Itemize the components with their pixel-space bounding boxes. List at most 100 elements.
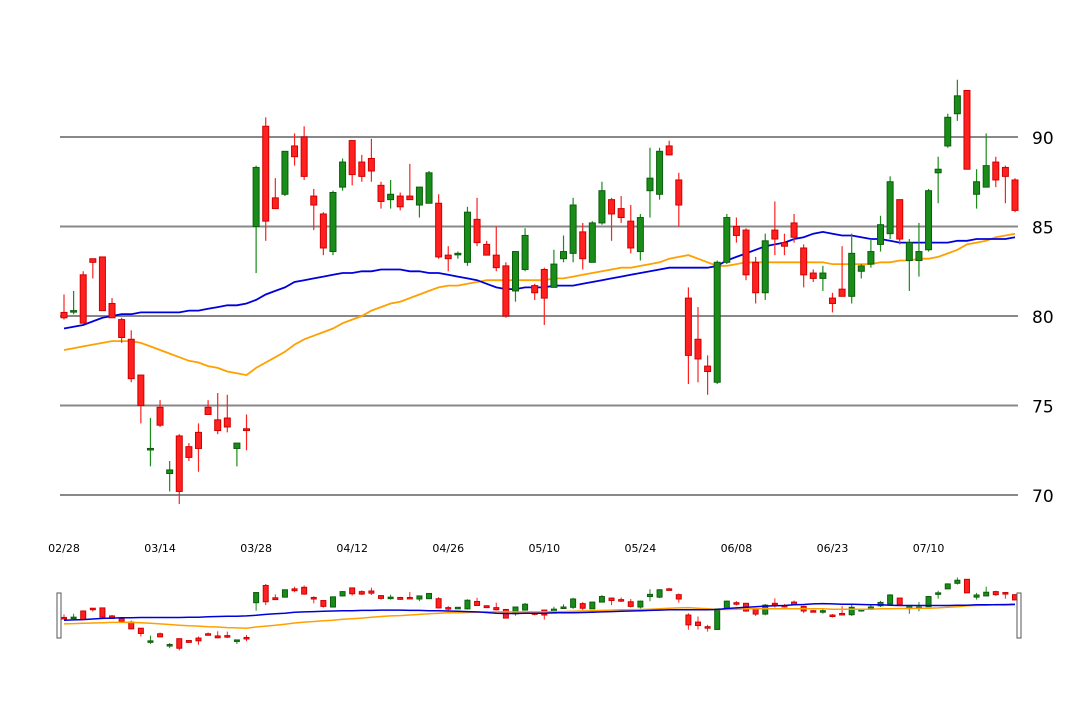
candle-body [925, 190, 933, 251]
nav-candle-body [416, 595, 423, 600]
candle-body [166, 469, 174, 475]
nav-candle-body [233, 639, 240, 642]
candle-body [963, 89, 971, 170]
candle-body [108, 302, 116, 319]
candle-body [982, 165, 990, 188]
candle-body [243, 428, 251, 432]
nav-candle-body [704, 626, 711, 629]
candle-body [521, 234, 529, 270]
nav-candle-body [157, 633, 164, 638]
nav-candle-body [570, 598, 577, 608]
nav-candle-body [714, 608, 721, 630]
candle-body [377, 184, 385, 202]
navigator-left-handle[interactable] [56, 592, 62, 639]
candle-body [387, 193, 395, 201]
candle-body [89, 258, 97, 263]
nav-candle-body [598, 596, 605, 603]
nav-candle-body [464, 599, 471, 610]
candle-body [271, 197, 279, 210]
candle-body [60, 311, 68, 319]
nav-candle-body [685, 614, 692, 626]
nav-candle-body [147, 640, 154, 643]
nav-candle-body [272, 597, 279, 601]
nav-candle-body [810, 610, 817, 613]
nav-candle-body [493, 607, 500, 611]
candle-body [425, 172, 433, 204]
nav-candle-body [474, 600, 481, 606]
candle-body [790, 222, 798, 238]
nav-candle-body [281, 589, 288, 598]
candles [60, 79, 1019, 504]
candle-body [752, 261, 760, 294]
y-tick-label: 80 [1032, 308, 1054, 328]
candle-body [339, 161, 347, 188]
nav-candle-body [195, 637, 202, 642]
candle-body [118, 319, 126, 338]
nav-candle-body [608, 597, 615, 602]
candle-body [704, 365, 712, 372]
candle-body [137, 374, 145, 407]
candle-body [819, 272, 827, 279]
candle-body [1001, 166, 1009, 177]
nav-candle-body [829, 614, 836, 617]
candle-body [300, 136, 308, 177]
candle-body [905, 242, 913, 262]
candle-body [214, 419, 222, 432]
candle-body [617, 208, 625, 219]
candle-body [204, 406, 212, 415]
candle-body [319, 213, 327, 249]
nav-candle-body [205, 633, 212, 636]
candle-body [540, 268, 548, 299]
nav-candle-body [176, 638, 183, 649]
candle-body [185, 446, 193, 458]
nav-candle-body [368, 590, 375, 594]
ma-short-line [63, 230, 1016, 330]
grid-lines [60, 136, 1018, 496]
candle-body [848, 252, 856, 297]
nav-candle-body [291, 588, 298, 592]
nav-candle-body [224, 635, 231, 638]
candle-body [511, 251, 519, 292]
ma-long-line [63, 232, 1016, 377]
candle-body [194, 431, 202, 449]
nav-candle-body [483, 605, 490, 609]
navigator-right-handle[interactable] [1016, 592, 1022, 639]
nav-ma-long-line [63, 603, 1016, 629]
candle-body [569, 204, 577, 254]
nav-candle-body [310, 596, 317, 600]
nav-candle-body [618, 599, 625, 602]
nav-candle-body [944, 583, 951, 590]
nav-candle-body [646, 593, 653, 598]
nav-candle-body [339, 591, 346, 597]
candle-body [463, 211, 471, 263]
x-tick-label: 04/26 [432, 542, 464, 555]
x-tick-label: 03/14 [144, 542, 176, 555]
nav-candle-body [262, 584, 269, 603]
candle-body [310, 195, 318, 206]
nav-candle-body [925, 596, 932, 608]
nav-candle-body [214, 635, 221, 639]
nav-candle-body [935, 592, 942, 595]
candle-body [358, 161, 366, 177]
x-tick-label: 07/10 [913, 542, 945, 555]
candle-body [252, 166, 260, 227]
candle-body [896, 199, 904, 240]
candle-body [598, 190, 606, 224]
nav-candle-body [983, 591, 990, 597]
nav-candle-body [637, 600, 644, 608]
nav-candle-body [358, 591, 365, 595]
candle-body [444, 254, 452, 260]
navigator-panel[interactable] [56, 577, 1022, 651]
nav-candle-body [522, 603, 529, 611]
y-tick-label: 90 [1032, 129, 1054, 149]
nav-candle-body [387, 596, 394, 600]
candle-body [329, 191, 337, 253]
candle-body [713, 261, 721, 383]
candle-body [550, 263, 558, 288]
nav-candle-body [887, 594, 894, 605]
candle-body [656, 150, 664, 195]
y-tick-label: 85 [1032, 219, 1054, 239]
nav-candle-body [733, 602, 740, 605]
candle-body [146, 447, 154, 451]
candle-body [223, 417, 231, 428]
